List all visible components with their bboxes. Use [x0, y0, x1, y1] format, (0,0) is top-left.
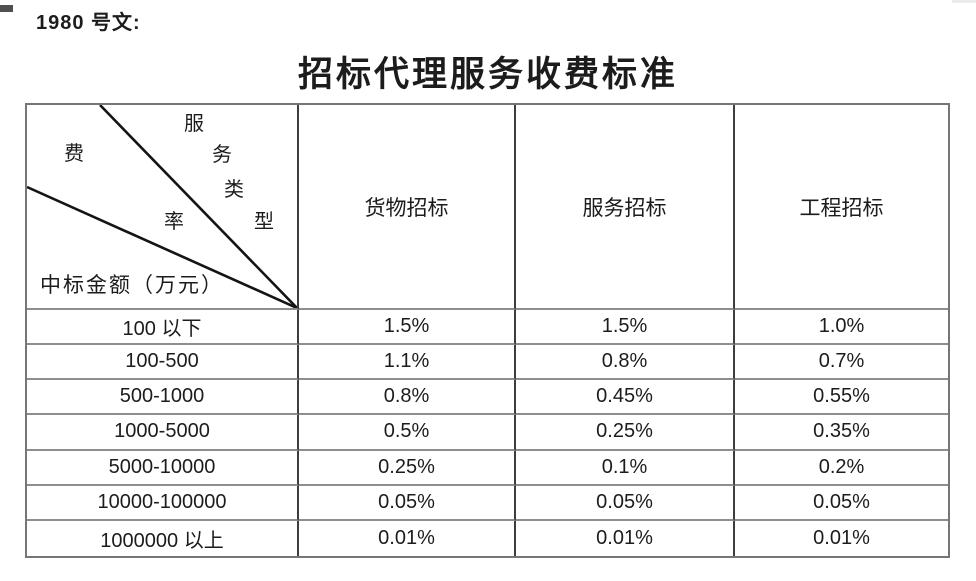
column-header-goods: 货物招标: [299, 105, 516, 310]
rate-cell: 0.8%: [516, 345, 735, 381]
service-type-char: 类: [224, 179, 244, 201]
rate-cell: 0.1%: [516, 450, 735, 486]
rate-cell: 1.0%: [735, 310, 948, 346]
rate-cell: 0.05%: [735, 486, 948, 521]
rate-cell: 0.8%: [299, 380, 516, 416]
column-header-engineering: 工程招标: [735, 105, 948, 310]
amount-range-cell: 100 以下: [27, 310, 299, 346]
amount-range-cell: 1000-5000: [27, 415, 299, 451]
fee-standard-table: 服 务 类 型 费 率 中标金额（万元） 货物招标 服务招标 工程招标 100 …: [25, 103, 950, 558]
rate-cell: 0.45%: [516, 380, 735, 416]
rate-cell: 0.05%: [516, 485, 735, 521]
diagonal-header-cell: 服 务 类 型 费 率 中标金额（万元）: [27, 105, 299, 310]
rate-cell: 0.01%: [813, 526, 870, 549]
column-header-service: 服务招标: [516, 105, 735, 310]
cropped-ui-artifact: [0, 5, 13, 12]
rate-cell: 0.25%: [516, 415, 735, 451]
rate-cell: 0.01%: [299, 520, 516, 556]
doc-reference-label: 1980 号文:: [36, 12, 141, 34]
rate-cell: 1.5%: [516, 310, 735, 346]
rate-cell: 0.05%: [299, 485, 516, 521]
rate-cell: 0.25%: [299, 450, 516, 486]
diagonal-divider-lines: [27, 105, 297, 308]
service-type-char: 服: [184, 113, 204, 135]
rate-cell: 0.7%: [735, 345, 948, 381]
cropped-ui-artifact-right: [952, 0, 976, 3]
amount-range-cell: 5000-10000: [27, 450, 299, 486]
rate-cell: 0.2%: [735, 451, 948, 486]
service-type-char: 务: [212, 144, 232, 166]
rate-cell: 0.01%: [516, 520, 735, 556]
amount-range-cell: 100-500: [27, 345, 299, 381]
page-title: 招标代理服务收费标准: [297, 55, 678, 94]
service-type-char: 型: [254, 211, 274, 233]
row-axis-label: 中标金额（万元）: [40, 273, 224, 297]
amount-range-cell: 500-1000: [27, 380, 299, 416]
amount-range-cell: 10000-100000: [27, 485, 299, 521]
rate-cell: 1.5%: [299, 310, 516, 346]
rate-cell: 0.5%: [299, 415, 516, 451]
rate-cell: 1.1%: [299, 345, 516, 381]
rate-cell: 0.55%: [735, 380, 948, 416]
rate-cell: 0.35%: [735, 415, 948, 451]
rate-char: 费: [64, 143, 84, 165]
rate-char: 率: [164, 211, 184, 233]
amount-range-cell: 1000000 以上: [27, 520, 299, 556]
